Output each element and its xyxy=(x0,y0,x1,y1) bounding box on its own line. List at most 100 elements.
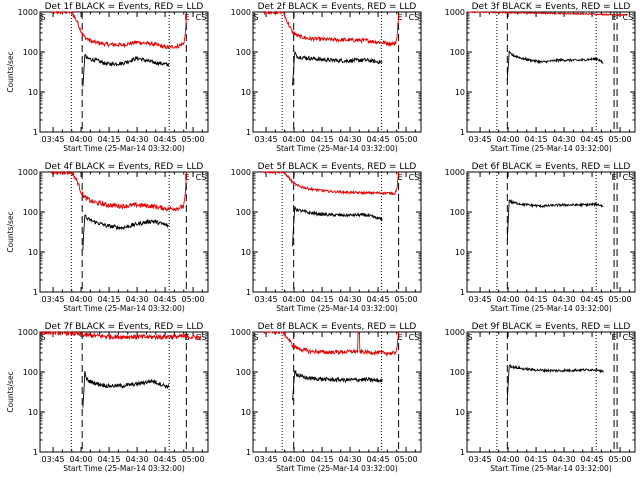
plot-frame xyxy=(39,11,209,133)
x-axis-label: Start Time (25-Mar-14 03:32:00) xyxy=(276,464,398,473)
x-tick-label: 04:45 xyxy=(154,135,177,144)
chart-panel-3: Det 3f BLACK = Events, RED = LLD 1 10 100 10… xyxy=(445,2,636,153)
events-series-line xyxy=(82,370,170,408)
x-tick-label: 05:00 xyxy=(609,295,632,304)
x-tick-label: 04:45 xyxy=(154,455,177,464)
x-tick-label: 05:00 xyxy=(395,295,418,304)
y-tick-label: 100 xyxy=(450,208,465,217)
marker-cs: CS xyxy=(409,333,420,342)
x-tick-label: 04:45 xyxy=(367,295,390,304)
marker-cs: CS xyxy=(196,13,207,22)
y-tick-label: 1 xyxy=(33,128,38,137)
plot-frame xyxy=(466,11,636,133)
x-tick-label: 04:00 xyxy=(70,135,93,144)
y-tick-label: 100 xyxy=(23,368,38,377)
x-tick-label: 04:15 xyxy=(525,135,548,144)
y-tick-label: 100 xyxy=(236,208,251,217)
y-tick-label: 100 xyxy=(23,48,38,57)
chart-panel-5: Det 5f BLACK = Events, RED = LLD 1 10 100 10… xyxy=(231,162,422,313)
chart-title: Det 6f BLACK = Events, RED = LLD xyxy=(472,162,631,172)
y-tick-label: 10 xyxy=(241,88,251,97)
y-tick-label: 1000 xyxy=(445,168,465,177)
x-tick-label: 04:30 xyxy=(553,135,576,144)
y-tick-label: 10 xyxy=(455,408,465,417)
y-tick-label: 100 xyxy=(450,48,465,57)
x-tick-label: 04:45 xyxy=(581,295,604,304)
events-series-line xyxy=(292,206,383,247)
marker-e: E xyxy=(184,333,189,342)
x-tick-label: 04:15 xyxy=(311,295,334,304)
x-tick-label: 03:45 xyxy=(42,295,65,304)
y-tick-label: 1000 xyxy=(18,328,38,337)
y-tick-label: 10 xyxy=(28,248,38,257)
chart-title: Det 5f BLACK = Events, RED = LLD xyxy=(258,162,417,172)
plot-frame xyxy=(252,11,422,133)
x-axis-label: Start Time (25-Mar-14 03:32:00) xyxy=(490,304,612,313)
chart-title: Det 2f BLACK = Events, RED = LLD xyxy=(258,2,417,12)
y-tick-label: 100 xyxy=(236,48,251,57)
y-tick-label: 10 xyxy=(455,248,465,257)
x-axis-label: Start Time (25-Mar-14 03:32:00) xyxy=(63,464,185,473)
marker-e: E xyxy=(611,13,616,22)
chart-panel-4: Det 4f BLACK = Events, RED = LLD 1 10 100 10… xyxy=(6,162,209,313)
events-series-line xyxy=(506,50,604,81)
chart-panel-2: Det 2f BLACK = Events, RED = LLD 1 10 100 10… xyxy=(231,2,422,153)
marker-e: E xyxy=(397,333,402,342)
y-tick-label: 1 xyxy=(460,128,465,137)
events-series-line xyxy=(292,369,383,401)
x-tick-label: 05:00 xyxy=(182,455,205,464)
marker-cs: CS xyxy=(623,333,634,342)
x-tick-label: 04:30 xyxy=(126,295,149,304)
events-series-line xyxy=(82,214,169,250)
x-tick-label: 03:45 xyxy=(42,455,65,464)
y-tick-label: 10 xyxy=(241,248,251,257)
x-tick-label: 03:45 xyxy=(255,455,278,464)
x-tick-label: 04:15 xyxy=(311,135,334,144)
y-tick-label: 1 xyxy=(246,128,251,137)
x-tick-label: 04:15 xyxy=(311,455,334,464)
events-series-line xyxy=(292,51,383,86)
marker-cs: CS xyxy=(196,173,207,182)
x-tick-label: 04:30 xyxy=(126,135,149,144)
x-axis-label: Start Time (25-Mar-14 03:32:00) xyxy=(63,144,185,153)
marker-s: S xyxy=(40,13,45,22)
plot-frame xyxy=(466,331,636,453)
plot-frame xyxy=(252,331,422,453)
y-tick-label: 1000 xyxy=(18,168,38,177)
marker-cs: CS xyxy=(196,333,207,342)
x-axis-label: Start Time (25-Mar-14 03:32:00) xyxy=(276,144,398,153)
x-tick-label: 04:30 xyxy=(339,135,362,144)
chart-panel-9: Det 9f BLACK = Events, RED = LLD 1 10 100 10… xyxy=(445,322,636,473)
y-tick-label: 1 xyxy=(460,448,465,457)
x-tick-label: 04:45 xyxy=(581,455,604,464)
y-tick-label: 1000 xyxy=(445,328,465,337)
x-tick-label: 04:45 xyxy=(367,135,390,144)
x-tick-label: 03:45 xyxy=(469,135,492,144)
marker-s: S xyxy=(253,13,258,22)
lld-series-line xyxy=(50,170,187,213)
x-tick-label: 04:45 xyxy=(367,455,390,464)
marker-cs: CS xyxy=(623,13,634,22)
x-tick-label: 03:45 xyxy=(255,135,278,144)
x-tick-label: 04:30 xyxy=(553,295,576,304)
x-tick-label: 04:00 xyxy=(497,135,520,144)
plot-frame xyxy=(39,171,209,293)
x-tick-label: 03:45 xyxy=(42,135,65,144)
marker-e: E xyxy=(611,173,616,182)
x-tick-label: 05:00 xyxy=(609,135,632,144)
y-tick-label: 1 xyxy=(246,288,251,297)
y-tick-label: 1000 xyxy=(231,8,251,17)
y-axis-label: Counts/sec xyxy=(6,211,15,252)
chart-panel-7: Det 7f BLACK = Events, RED = LLD 1 10 100 10… xyxy=(6,322,209,473)
lld-series-line xyxy=(263,10,400,48)
x-tick-label: 03:45 xyxy=(469,455,492,464)
chart-title: Det 9f BLACK = Events, RED = LLD xyxy=(472,322,631,332)
y-tick-label: 10 xyxy=(28,88,38,97)
x-tick-label: 04:45 xyxy=(581,135,604,144)
x-tick-label: 05:00 xyxy=(609,455,632,464)
marker-e: E xyxy=(184,13,189,22)
y-tick-label: 1 xyxy=(33,288,38,297)
plot-frame xyxy=(466,171,636,293)
events-series-line xyxy=(506,198,604,241)
marker-cs: CS xyxy=(409,13,420,22)
